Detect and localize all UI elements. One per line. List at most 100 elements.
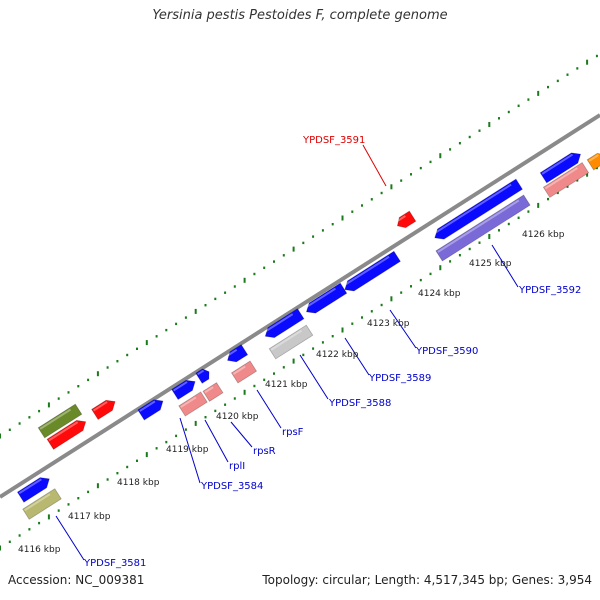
- tick-mark: [57, 509, 60, 512]
- tick-mark: [498, 229, 500, 232]
- tick-mark: [116, 360, 119, 363]
- tick-mark: [126, 465, 129, 469]
- tick-mark: [243, 389, 246, 395]
- gene-pink-block[interactable]: [202, 382, 224, 402]
- gene-label-ypdsf-3591[interactable]: YPDSF_3591: [302, 135, 365, 146]
- tick-mark: [282, 366, 285, 369]
- gene-features: [16, 149, 600, 520]
- tick-mark: [57, 397, 60, 400]
- gene-blue-arrow[interactable]: [137, 396, 166, 421]
- gene-red-arrow[interactable]: [91, 396, 119, 421]
- gene-purple-block[interactable]: [435, 194, 531, 262]
- tick-mark: [429, 160, 432, 164]
- tick-mark: [253, 384, 256, 388]
- gene-blue-arrow[interactable]: [303, 282, 348, 317]
- tick-mark: [116, 472, 119, 475]
- gene-blue-arrow[interactable]: [195, 367, 213, 384]
- gene-red-arrow[interactable]: [46, 417, 89, 450]
- gene-label-ypdsf-3581[interactable]: YPDSF_3581: [83, 558, 146, 569]
- tick-mark: [498, 117, 500, 120]
- tick-mark: [233, 285, 236, 288]
- tick-mark: [576, 179, 579, 182]
- tick-mark: [586, 171, 589, 177]
- tick-mark: [566, 185, 569, 188]
- label-connector: [299, 354, 329, 400]
- tick-mark: [595, 54, 598, 58]
- tick-mark: [331, 223, 334, 226]
- label-connectors: [55, 144, 519, 561]
- gene-blue-arrow[interactable]: [262, 308, 305, 342]
- tick-mark: [321, 341, 324, 344]
- gene-label-rpsf[interactable]: rpsF: [282, 427, 304, 438]
- tick-mark: [351, 322, 354, 325]
- scale-ticks: [0, 54, 598, 551]
- tick-mark: [556, 79, 559, 83]
- gene-label-rpsr[interactable]: rpsR: [253, 446, 276, 457]
- kbp-label: 4117 kbp: [68, 512, 111, 522]
- gene-pink-block[interactable]: [178, 391, 208, 417]
- kbp-label: 4125 kbp: [469, 259, 512, 269]
- gene-blue-arrow[interactable]: [224, 344, 249, 366]
- tick-mark: [537, 202, 540, 208]
- kbp-label: 4118 kbp: [117, 478, 160, 488]
- kbp-label: 4116 kbp: [18, 545, 61, 555]
- gene-label-ypdsf-3588[interactable]: YPDSF_3588: [328, 398, 391, 409]
- tick-mark: [419, 278, 422, 282]
- tick-mark: [87, 490, 90, 494]
- label-connector: [491, 244, 519, 288]
- tick-mark: [214, 409, 217, 413]
- tick-mark: [194, 308, 197, 314]
- tick-mark: [380, 191, 383, 195]
- tick-mark: [0, 433, 1, 439]
- tick-mark: [224, 403, 227, 406]
- gene-label-ypdsf-3589[interactable]: YPDSF_3589: [368, 373, 431, 384]
- tick-mark: [478, 241, 481, 244]
- gene-gray-block[interactable]: [268, 324, 314, 360]
- tick-mark: [18, 422, 21, 425]
- tick-mark: [136, 459, 138, 462]
- tick-mark: [263, 378, 266, 381]
- gene-pink-block[interactable]: [542, 162, 590, 198]
- tick-mark: [8, 428, 11, 431]
- gene-blue-arrow[interactable]: [171, 376, 199, 401]
- gene-pink-block[interactable]: [230, 360, 258, 384]
- gene-label-ypdsf-3592[interactable]: YPDSF_3592: [518, 285, 581, 296]
- tick-mark: [517, 104, 520, 107]
- tick-mark: [47, 514, 50, 520]
- tick-mark: [331, 335, 334, 338]
- tick-mark: [67, 391, 70, 394]
- tick-mark: [370, 198, 373, 201]
- tick-mark: [449, 260, 452, 263]
- tick-mark: [292, 358, 295, 364]
- tick-mark: [341, 327, 344, 333]
- tick-mark: [468, 247, 471, 251]
- gene-khaki-block[interactable]: [22, 488, 62, 520]
- tick-mark: [361, 204, 363, 207]
- tick-mark: [390, 296, 393, 302]
- gene-blue-arrow[interactable]: [342, 250, 401, 294]
- tick-mark: [292, 246, 295, 252]
- tick-mark: [361, 316, 363, 319]
- tick-mark: [18, 534, 21, 537]
- gene-blue-arrow[interactable]: [432, 178, 523, 243]
- gene-label-ypdsf-3584[interactable]: YPDSF_3584: [200, 481, 263, 492]
- gene-olive-block[interactable]: [37, 403, 83, 439]
- tick-mark: [302, 241, 305, 245]
- tick-mark: [478, 129, 481, 132]
- tick-mark: [67, 503, 70, 506]
- gene-label-ypdsf-3590[interactable]: YPDSF_3590: [415, 346, 478, 357]
- gene-blue-arrow[interactable]: [539, 149, 584, 184]
- kbp-label: 4124 kbp: [418, 289, 461, 299]
- tick-mark: [537, 90, 540, 96]
- gene-label-rpli[interactable]: rplI: [229, 461, 245, 472]
- tick-mark: [263, 266, 266, 269]
- tick-mark: [106, 478, 109, 481]
- kbp-label: 4126 kbp: [522, 230, 565, 240]
- gene-blue-arrow[interactable]: [16, 474, 52, 503]
- tick-mark: [214, 297, 217, 301]
- gene-ypdsf-3591[interactable]: [394, 210, 417, 231]
- accession-text: Accession: NC_009381: [8, 573, 145, 587]
- label-connector: [344, 337, 370, 376]
- tick-mark: [595, 166, 598, 170]
- gene-orange-arrow[interactable]: [586, 150, 600, 171]
